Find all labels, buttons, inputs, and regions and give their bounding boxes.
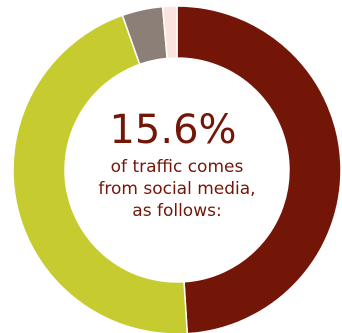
donut-slice-4 — [161, 5, 178, 60]
donut-slices — [12, 5, 342, 333]
donut-slice-1 — [176, 5, 342, 333]
center-percentage: 15.6% — [109, 107, 236, 153]
center-caption-line-2: from social media, — [98, 179, 255, 199]
center-caption-line-3: as follows: — [132, 201, 221, 221]
center-caption-line-1: of traffic comes — [111, 157, 244, 177]
donut-slice-2 — [12, 14, 189, 333]
